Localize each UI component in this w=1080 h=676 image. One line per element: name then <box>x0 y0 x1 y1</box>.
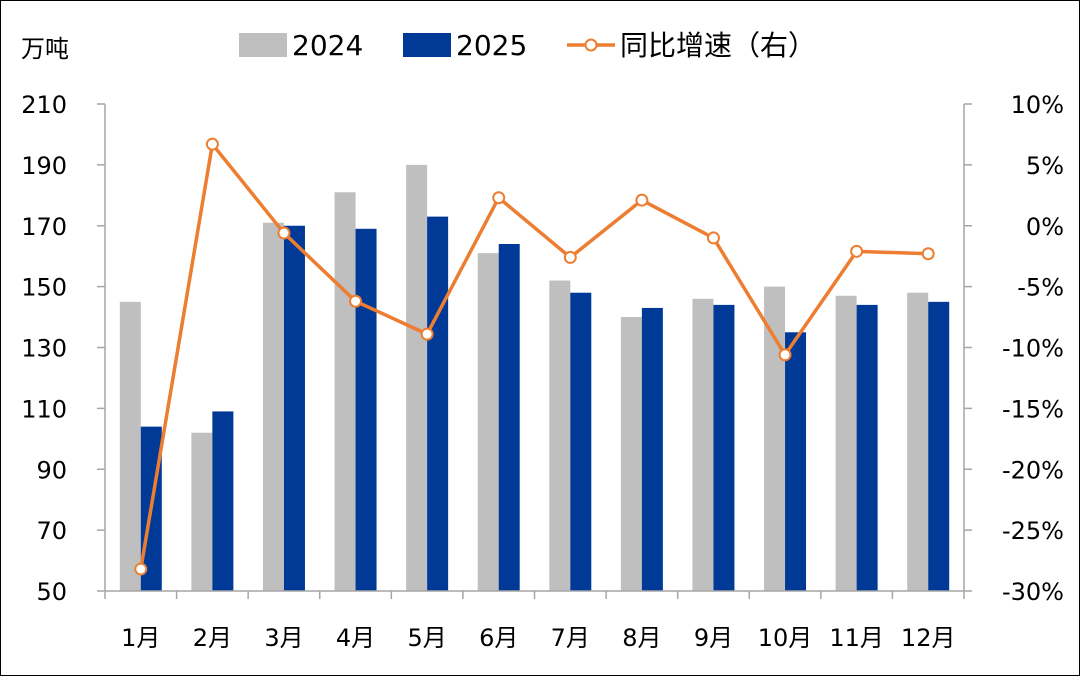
y-right-tick-label: -25% <box>1002 517 1064 545</box>
growth-point-1 <box>134 562 148 576</box>
bar-2025-8 <box>641 307 663 591</box>
bar-2025-2 <box>212 411 234 591</box>
bar-2024-7 <box>549 280 571 591</box>
growth-point-11 <box>850 244 864 258</box>
y-left-tick-label: 50 <box>36 578 67 606</box>
growth-point-6 <box>492 191 506 205</box>
bar-2025-6 <box>498 244 520 591</box>
bar-2025-5 <box>427 216 449 591</box>
x-tick-label: 1月 <box>121 624 160 652</box>
bar-2024-10 <box>764 286 786 591</box>
x-tick-label: 4月 <box>336 624 375 652</box>
growth-point-2 <box>205 137 219 151</box>
x-tick-label: 11月 <box>829 624 884 652</box>
bar-2024-4 <box>334 192 356 592</box>
y-left-tick-label: 110 <box>21 395 67 423</box>
bar-2025-7 <box>570 292 592 591</box>
x-tick-label: 5月 <box>407 624 446 652</box>
bar-2024-11 <box>835 295 857 591</box>
x-tick-label: 12月 <box>901 624 956 652</box>
y-right-tick-label: 10% <box>1011 91 1064 119</box>
x-tick-label: 9月 <box>694 624 733 652</box>
y-right-tick-label: -10% <box>1002 335 1064 363</box>
legend-swatch-2025 <box>403 33 451 57</box>
bar-2025-11 <box>856 304 878 591</box>
y-left-tick-label: 70 <box>36 517 67 545</box>
y-left-tick-label: 90 <box>36 456 67 484</box>
y-left-tick-label: 130 <box>21 335 67 363</box>
growth-line <box>139 142 929 570</box>
y-right-tick-label: -5% <box>1017 274 1064 302</box>
growth-point-10 <box>778 348 792 362</box>
x-tick-label: 6月 <box>479 624 518 652</box>
bar-2024-3 <box>262 222 284 592</box>
y-right-tick-label: -15% <box>1002 395 1064 423</box>
legend-label-2024: 2024 <box>292 29 363 62</box>
bar-2024-8 <box>620 317 642 591</box>
bar-2025-9 <box>713 304 735 591</box>
y-right-tick-label: 0% <box>1026 213 1064 241</box>
x-tick-label: 10月 <box>758 624 813 652</box>
y-left-tick-label: 210 <box>21 91 67 119</box>
y-right-tick-label: -30% <box>1002 578 1064 606</box>
y-left-unit-label: 万吨 <box>21 35 69 63</box>
bar-2025-10 <box>785 332 807 591</box>
legend-label-2025: 2025 <box>456 29 527 62</box>
growth-point-7 <box>563 250 577 264</box>
growth-point-8 <box>635 193 649 207</box>
legend-swatch-2024 <box>239 33 287 57</box>
x-tick-label: 8月 <box>622 624 661 652</box>
x-tick-label: 2月 <box>193 624 232 652</box>
growth-point-5 <box>420 327 434 341</box>
growth-point-12 <box>921 247 935 261</box>
legend-marker-growth <box>584 38 598 52</box>
y-right-tick-label: 5% <box>1026 152 1064 180</box>
growth-point-4 <box>349 294 363 308</box>
x-tick-label: 3月 <box>264 624 303 652</box>
growth-point-9 <box>706 231 720 245</box>
bar-2024-12 <box>907 292 929 591</box>
x-tick-label: 7月 <box>551 624 590 652</box>
y-right-tick-label: -20% <box>1002 456 1064 484</box>
y-left-tick-label: 190 <box>21 152 67 180</box>
bar-2024-5 <box>406 164 428 591</box>
bar-2024-9 <box>692 298 714 591</box>
y-left-tick-label: 150 <box>21 274 67 302</box>
legend-label-growth: 同比增速（右） <box>620 29 816 62</box>
bar-2025-12 <box>928 301 950 591</box>
bar-2025-4 <box>355 228 377 591</box>
bar-2024-2 <box>191 432 213 591</box>
y-left-tick-label: 170 <box>21 213 67 241</box>
bar-2025-3 <box>283 225 305 591</box>
bar-2024-6 <box>477 253 499 592</box>
growth-point-3 <box>277 226 291 240</box>
bar-2024-1 <box>119 301 141 591</box>
